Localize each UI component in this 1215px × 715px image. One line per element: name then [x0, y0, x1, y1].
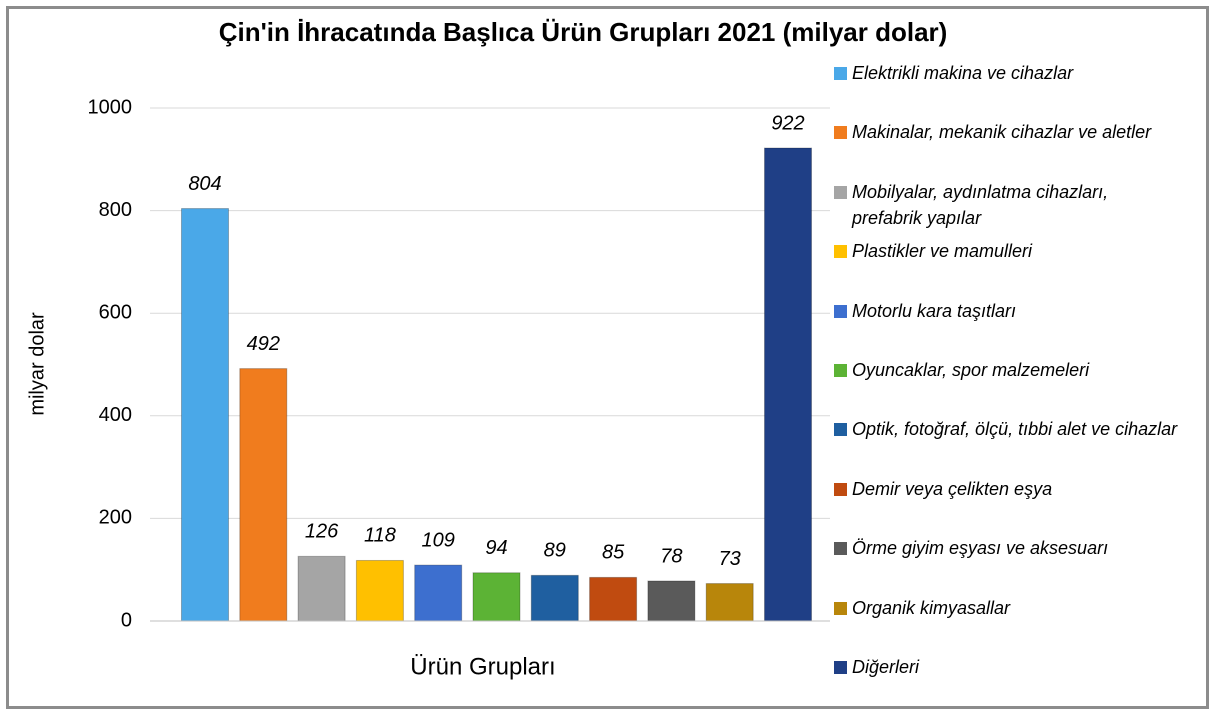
bar [297, 555, 346, 622]
legend-item: Makinalar, mekanik cihazlar ve aletler [832, 119, 1182, 145]
y-tick-label: 200 [99, 507, 132, 529]
legend-item: Örme giyim eşyası ve aksesuarı [832, 535, 1182, 561]
legend-label: Motorlu kara taşıtları [852, 300, 1017, 321]
data-label: 89 [544, 540, 566, 562]
legend-item: Demir veya çelikten eşya [832, 476, 1182, 502]
data-label: 78 [660, 545, 682, 567]
legend-item: Organik kimyasallar [832, 595, 1182, 621]
legend-swatch [834, 661, 847, 674]
y-tick-label: 800 [99, 199, 132, 221]
legend-label: Makinalar, mekanik cihazlar ve aletler [852, 122, 1152, 143]
bar [647, 580, 696, 622]
data-label: 492 [247, 333, 280, 355]
legend-item: Motorlu kara taşıtları [832, 298, 1182, 324]
legend-swatch [834, 67, 847, 80]
chart-title: Çin'in İhracatında Başlıca Ürün Grupları… [219, 17, 948, 47]
legend-label: Elektrikli makina ve cihazlar [852, 63, 1074, 83]
legend-label: Örme giyim eşyası ve aksesuarı [852, 538, 1109, 559]
y-axis-label: milyar dolar [26, 312, 48, 416]
bar [530, 574, 579, 622]
legend-label: Oyuncaklar, spor malzemeleri [852, 360, 1090, 380]
legend-item: Mobilyalar, aydınlatma cihazları, prefab… [832, 179, 1182, 231]
data-label: 94 [485, 537, 507, 559]
legend-item: Plastikler ve mamulleri [832, 238, 1182, 264]
legend-swatch [834, 364, 847, 377]
legend-item: Oyuncaklar, spor malzemeleri [832, 357, 1182, 383]
bar [414, 564, 463, 622]
x-axis-label: Ürün Grupları [410, 653, 555, 680]
chart-frame [6, 6, 1209, 709]
legend-label: Mobilyalar, aydınlatma cihazları, prefab… [852, 181, 1109, 228]
legend-label: Optik, fotoğraf, ölçü, tıbbi alet ve cih… [852, 419, 1178, 440]
legend-label: Organik kimyasallar [852, 597, 1011, 618]
legend-swatch [834, 245, 847, 259]
y-tick-label: 0 [121, 609, 132, 631]
data-label: 118 [364, 525, 396, 547]
legend-swatch [834, 601, 847, 615]
data-label: 126 [305, 521, 339, 543]
legend-label: Demir veya çelikten eşya [852, 478, 1053, 499]
data-label: 922 [771, 112, 804, 134]
bar [764, 147, 812, 622]
data-label: 73 [719, 548, 741, 570]
legend-swatch [834, 423, 847, 437]
legend-swatch [834, 542, 847, 556]
bar [589, 576, 638, 622]
legend-label: Plastikler ve mamulleri [852, 241, 1033, 262]
bar [239, 368, 288, 622]
legend-item: Elektrikli makina ve cihazlar [832, 60, 1182, 86]
data-label: 109 [422, 529, 455, 551]
data-label: 85 [602, 542, 625, 564]
bar [181, 208, 229, 622]
legend-swatch [834, 304, 847, 318]
y-tick-label: 600 [99, 301, 132, 323]
y-tick-label: 1000 [88, 96, 133, 118]
y-tick-label: 400 [99, 404, 132, 426]
legend-swatch [834, 482, 847, 496]
legend-item: Diğerleri [832, 654, 1182, 680]
legend-label: Diğerleri [852, 657, 920, 677]
bar [472, 572, 521, 622]
data-label: 804 [188, 173, 221, 195]
bar [705, 583, 754, 622]
legend-swatch [834, 126, 847, 140]
legend-item: Optik, fotoğraf, ölçü, tıbbi alet ve cih… [832, 416, 1182, 442]
legend-swatch [834, 185, 847, 199]
bar [355, 559, 404, 622]
